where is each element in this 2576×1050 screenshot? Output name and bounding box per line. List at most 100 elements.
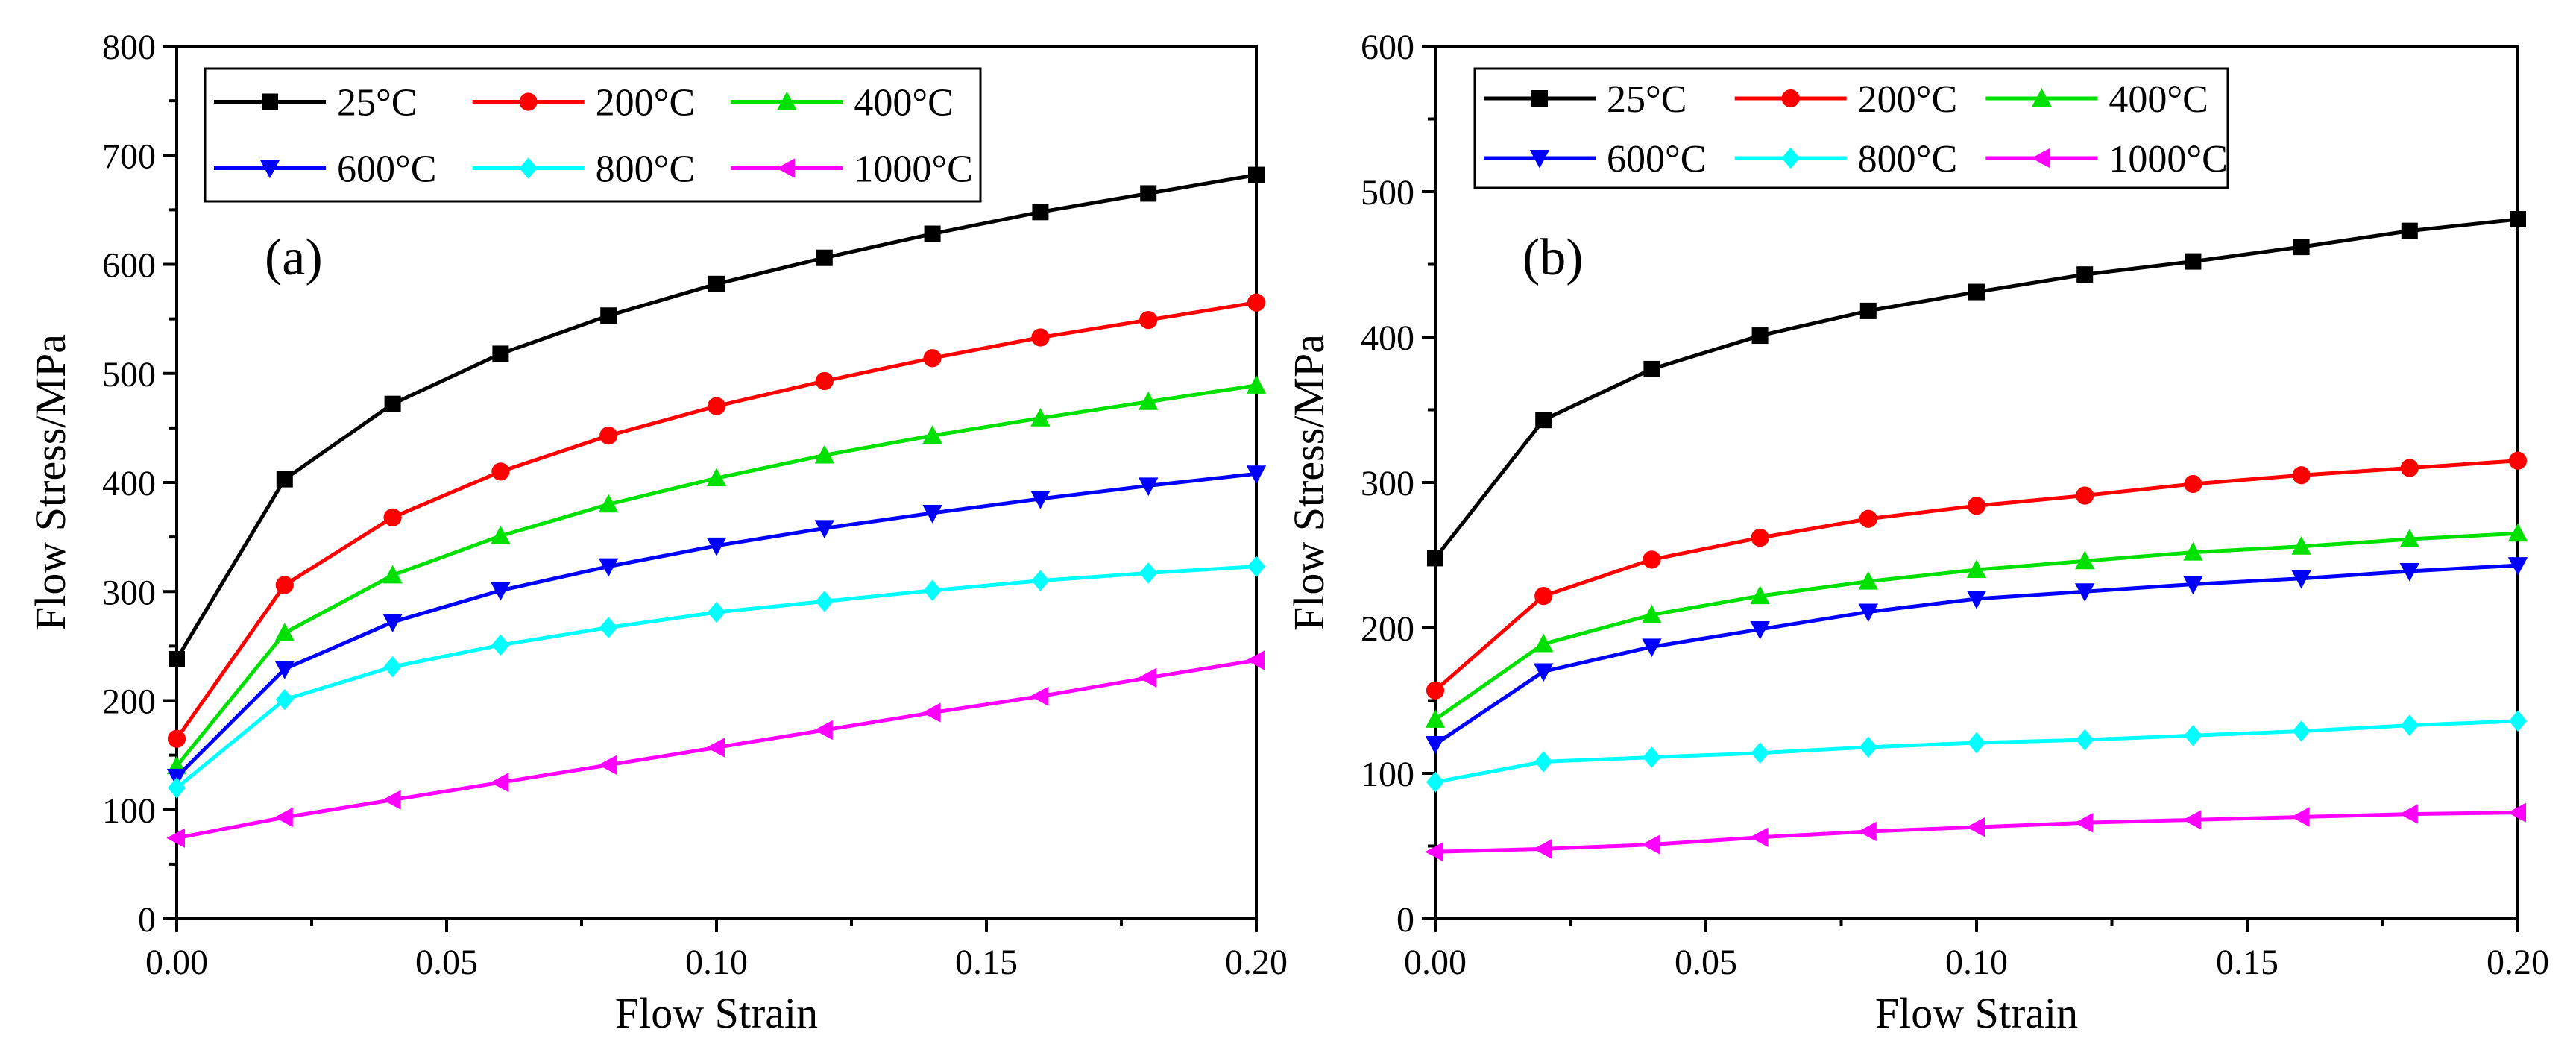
data-point	[491, 462, 510, 481]
data-point	[924, 225, 941, 242]
data-point	[1139, 310, 1158, 330]
legend-label: 400°C	[854, 82, 953, 125]
data-point	[166, 828, 185, 848]
legend-box	[1473, 67, 2229, 189]
data-point	[599, 427, 618, 445]
data-point	[1966, 559, 1987, 578]
data-point	[1534, 633, 1554, 653]
chart-panel-a: 0.00 0.05 0.10 0.15 0.20 0 100 200 300 400 500 600 7…	[26, 28, 1288, 1037]
y-tick-label: 300	[102, 573, 156, 612]
legend: 25°C 200°C 400°C 600°C 800°C 1000°C	[1473, 67, 2229, 189]
legend-marker	[2032, 88, 2052, 107]
data-point	[2400, 714, 2419, 736]
y-axis-title: Flow Stress/MPa	[26, 334, 75, 631]
data-point	[2399, 562, 2419, 582]
legend-marker	[1781, 147, 1800, 169]
data-point	[2076, 486, 2094, 505]
data-point	[706, 738, 725, 758]
data-point	[1426, 681, 1445, 700]
data-point	[2399, 529, 2419, 548]
series-800°C	[167, 556, 1266, 799]
data-point	[167, 777, 186, 799]
data-point	[1641, 834, 1660, 855]
y-tick-label: 200	[102, 682, 156, 722]
y-axis-title: Flow Stress/MPa	[1285, 334, 1333, 631]
data-point	[492, 345, 509, 362]
data-point	[1643, 746, 1661, 768]
data-point	[1425, 709, 1446, 728]
data-point	[1750, 620, 1770, 640]
x-axis-title: Flow Strain	[1875, 989, 2078, 1037]
legend-item: 1000°C	[1985, 138, 2228, 180]
legend-item: 25°C	[214, 82, 417, 125]
series-800°C	[1426, 710, 2528, 793]
series-600°C	[1425, 557, 2528, 755]
data-point	[2292, 466, 2311, 485]
data-point	[169, 650, 185, 667]
data-point	[2183, 541, 2203, 561]
data-point	[707, 397, 726, 415]
data-point	[1967, 732, 1986, 754]
data-point	[1425, 842, 1443, 862]
data-point	[2293, 239, 2310, 256]
panel-label: (b)	[1522, 229, 1584, 286]
series-200°C	[1426, 451, 2528, 700]
x-tick-label: 0.20	[1225, 943, 1288, 982]
y-tick-label: 700	[102, 136, 156, 176]
data-point	[1246, 650, 1265, 670]
data-point	[923, 349, 942, 368]
data-point	[923, 579, 942, 602]
data-point	[708, 275, 725, 292]
data-point	[814, 520, 834, 539]
legend-label: 400°C	[2109, 78, 2208, 121]
data-point	[1427, 550, 1443, 567]
data-point	[599, 617, 618, 638]
legend-marker	[519, 157, 538, 179]
data-point	[2290, 807, 2310, 827]
data-point	[2076, 729, 2094, 751]
legend-label: 800°C	[596, 148, 695, 191]
data-point	[1751, 327, 1769, 345]
data-point	[382, 565, 403, 584]
data-point	[1749, 827, 1769, 847]
data-point	[2507, 557, 2528, 576]
y-tick-label: 600	[1361, 28, 1414, 67]
data-point	[1751, 529, 1769, 547]
legend-marker	[777, 91, 797, 110]
data-point	[491, 525, 511, 544]
series-line	[174, 301, 1257, 741]
y-tick-label: 500	[1361, 173, 1414, 213]
data-point	[707, 601, 726, 623]
data-point	[2074, 813, 2094, 833]
legend-label: 25°C	[1607, 78, 1687, 121]
data-point	[1140, 185, 1157, 202]
legend-marker	[1781, 89, 1800, 108]
data-point	[274, 661, 295, 679]
data-point	[1859, 736, 1877, 758]
data-point	[1534, 751, 1553, 773]
legend-label: 200°C	[596, 82, 695, 125]
series-line	[174, 173, 1257, 661]
data-point	[1247, 556, 1266, 577]
legend-marker	[262, 93, 278, 110]
data-point	[1750, 585, 1770, 605]
y-tick-label: 200	[1361, 609, 1414, 649]
legend-item: 800°C	[472, 148, 695, 191]
y-tick-label: 400	[1361, 318, 1414, 358]
legend-label: 600°C	[1607, 138, 1706, 180]
legend-item: 200°C	[1734, 78, 1957, 121]
data-point	[491, 634, 510, 656]
data-point	[922, 425, 942, 444]
data-point	[1643, 360, 1660, 377]
data-point	[1030, 407, 1051, 427]
legend-label: 600°C	[337, 148, 436, 191]
data-point	[815, 371, 834, 391]
y-tick-label: 400	[102, 464, 156, 503]
data-point	[1246, 375, 1267, 394]
data-point	[599, 494, 619, 513]
legend-label: 1000°C	[854, 148, 972, 191]
data-point	[1534, 663, 1554, 682]
data-point	[1858, 603, 1878, 623]
data-point	[1858, 821, 1877, 842]
